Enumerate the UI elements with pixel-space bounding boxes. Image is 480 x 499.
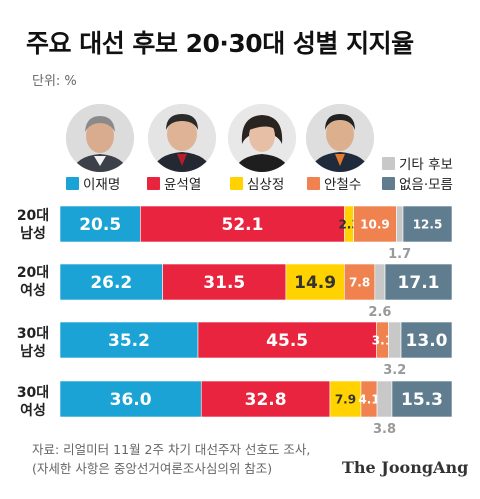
value-label: 1.7 bbox=[388, 247, 411, 262]
legend-swatch bbox=[382, 156, 395, 170]
bar-segment-2-없음모름 bbox=[384, 263, 453, 301]
bar-segment-1-이재명 bbox=[59, 205, 141, 243]
legend-item-yoon: 윤석열 bbox=[147, 173, 201, 193]
legend-item-other: 기타 후보 bbox=[382, 153, 453, 173]
row-label-age: 30대 bbox=[16, 385, 50, 401]
bar-segment-4-심상정 bbox=[329, 380, 362, 418]
value-label: 12.5 bbox=[413, 218, 443, 232]
legend-swatch bbox=[147, 176, 160, 190]
value-label: 20.5 bbox=[79, 215, 121, 235]
bar-segment-1-윤석열 bbox=[140, 205, 345, 243]
value-label: 15.3 bbox=[401, 390, 443, 410]
value-label: 36.0 bbox=[110, 390, 152, 410]
bar-segment-3-기타후보 bbox=[388, 321, 402, 359]
bar-segment-4-없음모름 bbox=[391, 380, 453, 418]
legend-label: 윤석열 bbox=[164, 177, 202, 193]
candidate-photo-yoon bbox=[148, 104, 216, 172]
value-label: 17.1 bbox=[398, 273, 440, 293]
value-label: 10.9 bbox=[360, 218, 390, 232]
row-label-gender: 여성 bbox=[20, 283, 46, 299]
bar-segment-2-안철수 bbox=[344, 263, 376, 301]
bar-segment-1-기타후보 bbox=[396, 205, 404, 243]
row-label-age: 20대 bbox=[16, 265, 50, 281]
row-label-age: 30대 bbox=[16, 326, 50, 342]
bar-segment-3-없음모름 bbox=[400, 321, 453, 359]
chart-title: 주요 대선 후보 20·30대 성별 지지율 bbox=[26, 29, 414, 58]
legend-item-none: 없음·모름 bbox=[382, 173, 453, 193]
legend-swatch bbox=[66, 176, 79, 190]
legend-label: 이재명 bbox=[83, 177, 121, 193]
bar-segment-2-윤석열 bbox=[162, 263, 287, 301]
source-note: 자료: 리얼미터 11월 2주 차기 대선주자 선호도 조사, (자세한 사항은… bbox=[32, 440, 310, 478]
value-label: 3.8 bbox=[373, 422, 396, 437]
value-label: 35.2 bbox=[108, 331, 150, 351]
bar-segment-1-없음모름 bbox=[402, 205, 453, 243]
bar-segment-2-심상정 bbox=[285, 263, 345, 301]
bar-segment-4-윤석열 bbox=[200, 380, 331, 418]
legend-label: 없음·모름 bbox=[399, 177, 453, 193]
row-label-gender: 여성 bbox=[20, 403, 46, 419]
value-label: 7.8 bbox=[349, 276, 370, 290]
value-label: 3.1 bbox=[372, 334, 393, 348]
value-label: 31.5 bbox=[203, 273, 245, 293]
bar-segment-2-이재명 bbox=[59, 263, 163, 301]
row-label-20f: 20대 여성 bbox=[14, 264, 52, 300]
value-label: 2.6 bbox=[368, 305, 391, 320]
bar-segment-3-윤석열 bbox=[197, 321, 377, 359]
legend-swatch bbox=[230, 176, 243, 190]
bar-segment-1-안철수 bbox=[353, 205, 397, 243]
value-label: 3.2 bbox=[383, 363, 406, 378]
unit-label: 단위: % bbox=[32, 74, 77, 89]
brand-logo: The JoongAng bbox=[342, 458, 469, 477]
value-label: 4.1 bbox=[358, 393, 379, 407]
legend-label: 심상정 bbox=[247, 177, 285, 193]
value-label: 26.2 bbox=[90, 273, 132, 293]
value-label: 45.5 bbox=[266, 331, 308, 351]
legend-swatch bbox=[382, 176, 395, 190]
bar-segment-3-이재명 bbox=[59, 321, 199, 359]
legend-swatch bbox=[307, 176, 320, 190]
value-label: 7.9 bbox=[335, 393, 356, 407]
source-line-1: 자료: 리얼미터 11월 2주 차기 대선주자 선호도 조사, bbox=[32, 442, 311, 457]
legend-item-lee: 이재명 bbox=[66, 173, 120, 193]
legend-label: 기타 후보 bbox=[399, 157, 453, 173]
candidate-photo-ahn bbox=[306, 104, 374, 172]
candidate-photo-sim bbox=[228, 104, 296, 172]
bar-segment-2-기타후보 bbox=[374, 263, 386, 301]
row-label-gender: 남성 bbox=[20, 226, 46, 242]
row-label-20m: 20대 남성 bbox=[14, 207, 52, 243]
row-label-30f: 30대 여성 bbox=[14, 384, 52, 420]
legend-item-sim: 심상정 bbox=[230, 173, 284, 193]
legend-label: 안철수 bbox=[324, 177, 362, 193]
row-label-30m: 30대 남성 bbox=[14, 325, 52, 361]
row-label-gender: 남성 bbox=[20, 344, 46, 360]
candidate-photo-lee bbox=[66, 104, 134, 172]
value-label: 13.0 bbox=[406, 331, 448, 351]
legend-item-ahn: 안철수 bbox=[307, 173, 361, 193]
value-label: 32.8 bbox=[245, 390, 287, 410]
row-label-age: 20대 bbox=[16, 208, 50, 224]
bar-segment-4-기타후보 bbox=[376, 380, 393, 418]
value-label: 14.9 bbox=[294, 273, 336, 293]
source-line-2: (자세한 사항은 중앙선거여론조사심의위 참조) bbox=[32, 461, 273, 476]
value-label: 52.1 bbox=[222, 215, 264, 235]
